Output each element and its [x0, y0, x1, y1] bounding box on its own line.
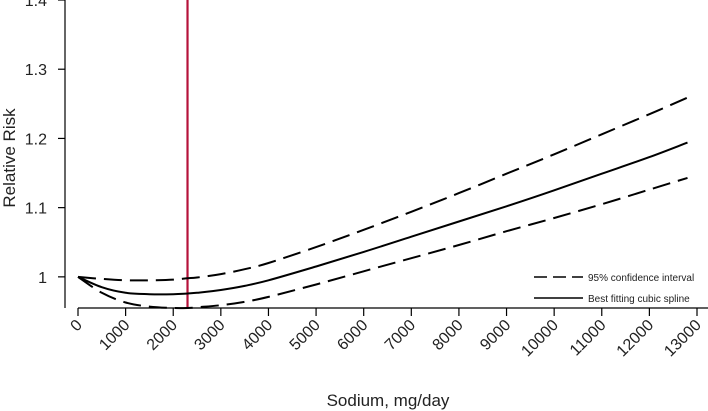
x-tick-label: 2000 — [144, 317, 181, 354]
ci-upper-line — [77, 96, 688, 282]
y-tick-label: 1.1 — [25, 201, 47, 218]
x-tick-label: 1000 — [96, 317, 133, 354]
y-tick-label: 1.4 — [25, 0, 47, 10]
x-tick-label: 0 — [68, 317, 86, 335]
x-tick-label: 12000 — [614, 317, 658, 361]
x-tick-label: 8000 — [430, 317, 467, 354]
x-tick-label: 11000 — [567, 317, 610, 360]
spline-line — [77, 141, 688, 296]
legend-label-ci: 95% confidence interval — [588, 273, 694, 284]
y-tick-label: 1.3 — [25, 62, 47, 79]
axes-layer: 1 1.1 1.2 1.3 1.4 0 1000 2000 3000 4000 5000 6000 70… — [25, 0, 708, 360]
series-layer — [77, 96, 688, 310]
y-tick-label: 1 — [38, 270, 47, 287]
y-tick-label: 1.2 — [25, 131, 47, 148]
x-tick-label: 3000 — [191, 317, 228, 354]
y-axis-title: Relative Risk — [0, 108, 19, 208]
x-tick-label: 10000 — [518, 317, 562, 361]
x-tick-label: 13000 — [661, 317, 705, 361]
ci-lower-line — [77, 176, 688, 310]
x-tick-label: 4000 — [239, 317, 276, 354]
x-tick-label: 7000 — [382, 317, 419, 354]
x-tick-label: 6000 — [334, 317, 371, 354]
x-tick-label: 5000 — [287, 317, 324, 354]
legend: 95% confidence interval Best fitting cub… — [534, 273, 694, 305]
x-tick-label: 9000 — [477, 317, 514, 354]
legend-label-spline: Best fitting cubic spline — [588, 294, 690, 305]
x-axis-title: Sodium, mg/day — [327, 391, 450, 410]
